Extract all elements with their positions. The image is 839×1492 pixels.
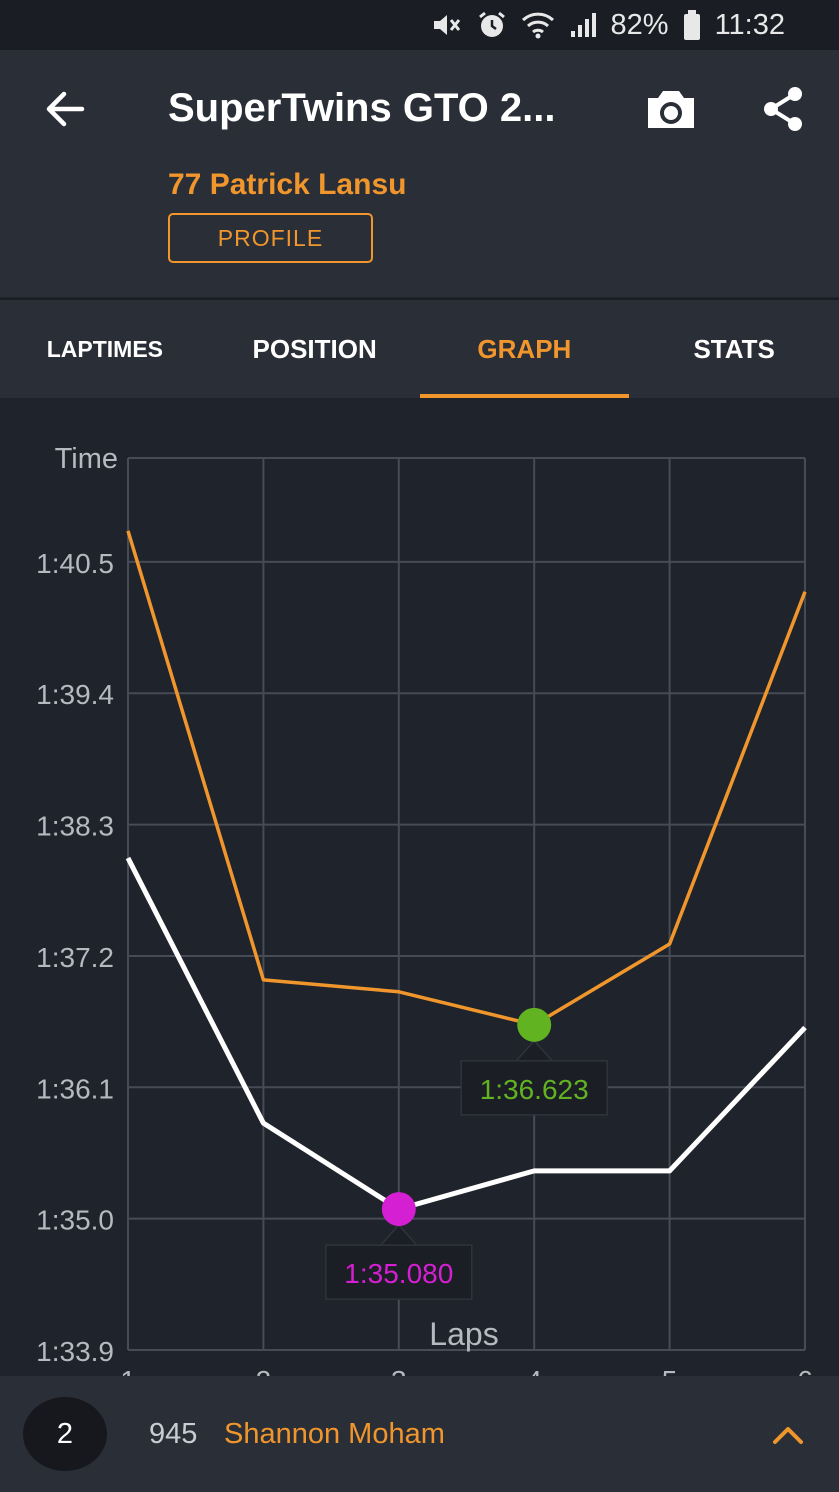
back-arrow-icon[interactable] bbox=[40, 84, 90, 134]
series-line-2 bbox=[125, 856, 807, 1212]
battery-icon bbox=[683, 10, 701, 40]
tab-position[interactable]: POSITION bbox=[252, 333, 377, 364]
highlight-point bbox=[381, 1192, 416, 1227]
page-title: SuperTwins GTO 2... bbox=[168, 86, 556, 130]
callout-pointer bbox=[380, 1223, 418, 1246]
x-tick-label: 5 bbox=[662, 1365, 678, 1376]
x-tick-label: 2 bbox=[256, 1365, 272, 1376]
callout-pointer bbox=[515, 1039, 553, 1062]
status-bar: 82% 11:32 bbox=[0, 0, 839, 50]
camera-icon[interactable] bbox=[644, 84, 698, 134]
competitor-number: 945 bbox=[149, 1418, 198, 1450]
tab-laptimes[interactable]: LAPTIMES bbox=[46, 335, 164, 362]
series-line-1 bbox=[126, 530, 807, 1027]
chevron-up-icon[interactable] bbox=[770, 1420, 806, 1448]
x-tick-label: 6 bbox=[797, 1365, 813, 1376]
y-axis-label: Time bbox=[55, 443, 118, 475]
app-header: SuperTwins GTO 2... 77 Patrick Lansu PRO… bbox=[0, 50, 839, 297]
signal-icon bbox=[569, 11, 597, 39]
y-tick-label: 1:36.1 bbox=[36, 1073, 114, 1104]
profile-button[interactable]: PROFILE bbox=[168, 213, 373, 263]
position-badge: 2 bbox=[23, 1397, 107, 1471]
rider-name: 77 Patrick Lansu bbox=[168, 168, 407, 201]
callout-label: 1:35.080 bbox=[344, 1258, 453, 1289]
y-tick-label: 1:39.4 bbox=[36, 679, 114, 710]
y-tick-label: 1:38.3 bbox=[36, 811, 114, 842]
y-tick-label: 1:33.9 bbox=[36, 1336, 114, 1367]
x-tick-label: 3 bbox=[391, 1365, 407, 1376]
x-tick-label: 4 bbox=[526, 1365, 542, 1376]
callout-label: 1:36.623 bbox=[480, 1074, 589, 1105]
lap-time-chart: 1:33.9 1:35.0 1:36.1 1:37.2 1:38.3 1:39.4 1:40… bbox=[0, 398, 839, 1376]
chart-svg: 1:33.9 1:35.0 1:36.1 1:37.2 1:38.3 1:39.4 1:40… bbox=[36, 443, 813, 1376]
share-icon[interactable] bbox=[758, 84, 808, 134]
tab-bar: LAPTIMES POSITION GRAPH STATS bbox=[0, 298, 839, 398]
callout-box bbox=[460, 1060, 608, 1116]
tab-graph[interactable]: GRAPH bbox=[419, 300, 630, 398]
callout-box bbox=[325, 1244, 473, 1300]
wifi-icon bbox=[521, 11, 555, 39]
y-tick-label: 1:40.5 bbox=[36, 548, 114, 579]
x-tick-label: 1 bbox=[120, 1365, 136, 1376]
competitor-name: Shannon Moham bbox=[224, 1418, 445, 1450]
y-tick-label: 1:35.0 bbox=[36, 1205, 114, 1236]
battery-percent: 82% bbox=[610, 8, 669, 41]
competitor-bar[interactable]: 2 945 Shannon Moham bbox=[0, 1376, 839, 1492]
mute-icon bbox=[431, 11, 463, 39]
y-tick-label: 1:37.2 bbox=[36, 942, 114, 973]
clock: 11:32 bbox=[714, 8, 785, 41]
highlight-point bbox=[517, 1007, 552, 1042]
x-axis-label: Laps bbox=[429, 1316, 498, 1352]
tab-stats[interactable]: STATS bbox=[693, 333, 775, 364]
alarm-icon bbox=[477, 10, 507, 40]
